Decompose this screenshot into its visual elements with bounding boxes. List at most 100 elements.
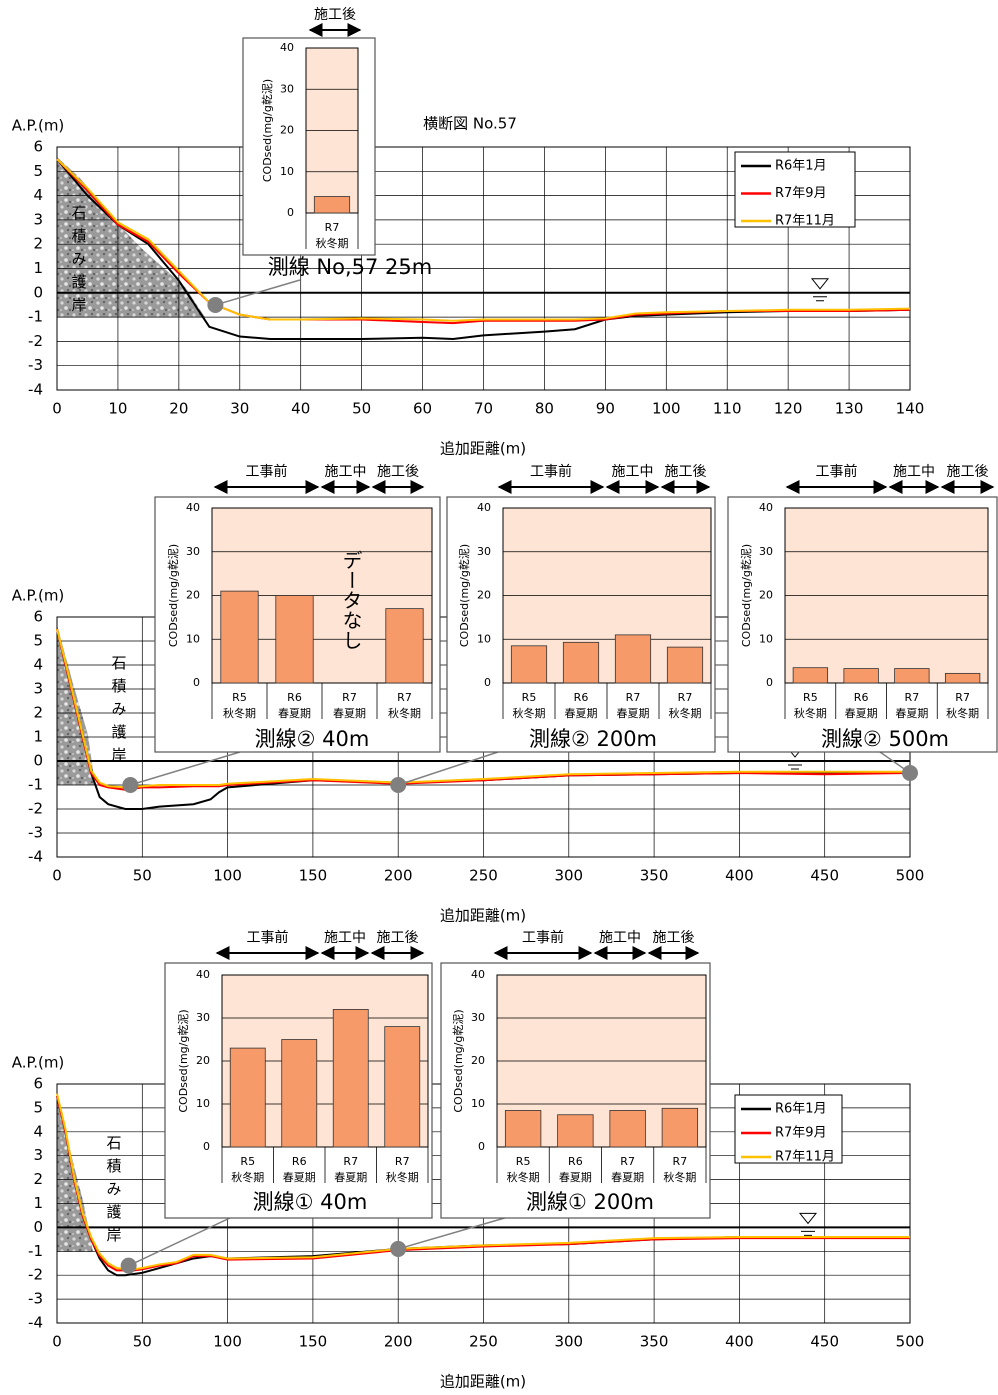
x-tick-label: R5 — [240, 1155, 255, 1168]
inset-caption: 測線② 200m — [529, 727, 657, 751]
series-line — [56, 158, 911, 322]
bar — [944, 672, 981, 684]
legend-box — [734, 151, 856, 228]
bar — [894, 668, 930, 684]
x-axis-label: 追加距離(m) — [440, 907, 526, 925]
x-tick-label: 100 — [213, 867, 242, 885]
x-tick-label: 100 — [213, 1333, 242, 1351]
bar — [229, 1047, 266, 1148]
x-tick-label: R7 — [342, 691, 357, 704]
x-tick-label: 80 — [535, 400, 554, 418]
y-tick-label: 40 — [196, 968, 210, 981]
bar — [661, 1107, 699, 1148]
phase-label: 施工中 — [325, 464, 367, 480]
y-tick-label: 0 — [203, 1140, 210, 1153]
x-tick-label: 秋冬期 — [663, 1170, 696, 1184]
phase-label: 施工中 — [324, 930, 366, 946]
y-axis-label: A.P.(m) — [12, 587, 65, 605]
y-tick-label: 20 — [186, 589, 200, 602]
y-tick-label: 10 — [471, 1097, 485, 1110]
x-axis-label: 追加距離(m) — [440, 440, 526, 458]
inset-caption: 測線① 40m — [253, 1190, 368, 1214]
legend-label: R7年9月 — [775, 1126, 827, 1141]
x-tick-label: R6 — [287, 691, 302, 704]
y-tick-label: 5 — [33, 162, 43, 180]
bar — [275, 595, 314, 684]
leader-line — [128, 1216, 233, 1267]
y-tick-label: 40 — [280, 41, 294, 54]
x-tick-label: 350 — [640, 867, 669, 885]
x-tick-label: 400 — [725, 867, 754, 885]
phase-label: 施工後 — [653, 930, 695, 946]
y-tick-label: -2 — [28, 800, 43, 818]
bar — [504, 1110, 542, 1148]
y-tick-label: 20 — [471, 1054, 485, 1067]
x-tick-label: 250 — [469, 1333, 498, 1351]
x-tick-label: 400 — [725, 1333, 754, 1351]
x-tick-label: 120 — [774, 400, 803, 418]
x-tick-label: 春夏期 — [611, 1171, 644, 1184]
y-tick-label: -2 — [28, 1266, 43, 1284]
x-tick-label: R5 — [232, 691, 247, 704]
x-tick-label: 40 — [291, 400, 310, 418]
station-marker — [207, 296, 224, 313]
legend-label: R7年11月 — [775, 1150, 835, 1165]
y-tick-label: 3 — [33, 1146, 43, 1164]
x-tick-label: 50 — [352, 400, 371, 418]
bar — [385, 608, 424, 684]
y-tick-label: 10 — [280, 165, 294, 178]
y-tick-label: 0 — [33, 1218, 43, 1236]
x-tick-label: 150 — [299, 867, 328, 885]
phase-label: 工事前 — [530, 463, 572, 480]
x-tick-label: 500 — [896, 867, 925, 885]
x-tick-label: 秋冬期 — [231, 1170, 264, 1184]
leaders — [120, 279, 918, 1274]
y-tick-label: 4 — [33, 656, 43, 674]
phase-label: 施工後 — [377, 464, 419, 480]
station-marker — [120, 1257, 137, 1274]
bar — [281, 1039, 318, 1148]
y-tick-label: 4 — [33, 186, 43, 204]
y-axis-label: CODsed(mg/g乾泥) — [177, 1009, 190, 1112]
x-tick-label: 春夏期 — [333, 707, 366, 720]
x-tick-label: R7 — [343, 1155, 358, 1168]
phase-label: 工事前 — [816, 463, 858, 480]
y-tick-label: 30 — [759, 545, 773, 558]
y-axis-label: A.P.(m) — [12, 117, 65, 135]
bar — [332, 1009, 369, 1148]
bar — [510, 645, 548, 684]
y-tick-label: 30 — [186, 545, 200, 558]
chart-title: 横断図 No.57 — [423, 115, 517, 133]
x-tick-label: 秋冬期 — [388, 706, 421, 720]
y-tick-label: 3 — [33, 680, 43, 698]
y-tick-label: 20 — [196, 1054, 210, 1067]
x-tick-label: R7 — [325, 221, 340, 234]
bar — [313, 196, 351, 214]
y-tick-label: -4 — [28, 381, 43, 399]
annotation: データなし — [339, 550, 363, 650]
x-tick-label: 20 — [169, 400, 188, 418]
x-tick-label: 450 — [810, 867, 839, 885]
x-tick-label: 春夏期 — [283, 1171, 316, 1184]
y-tick-label: 0 — [33, 283, 43, 301]
bar — [792, 667, 829, 684]
x-tick-label: R7 — [626, 691, 641, 704]
x-tick-label: 250 — [469, 867, 498, 885]
x-tick-label: 0 — [52, 867, 62, 885]
series-line — [56, 628, 910, 789]
x-tick-label: R6 — [568, 1155, 583, 1168]
inset-caption: 測線② 500m — [821, 727, 949, 751]
x-tick-label: R7 — [905, 691, 920, 704]
y-tick-label: -1 — [28, 308, 43, 326]
y-tick-label: 6 — [33, 1075, 43, 1093]
annotation: 石積み護岸 — [70, 205, 88, 320]
station-marker — [390, 777, 407, 793]
x-tick-label: 100 — [652, 400, 681, 418]
legend-label: R6年1月 — [775, 1102, 827, 1117]
x-tick-label: 300 — [554, 867, 583, 885]
leader-line — [215, 279, 301, 306]
y-tick-label: -1 — [28, 776, 43, 794]
x-tick-label: R5 — [803, 691, 818, 704]
annotation: 石積み護岸 — [110, 655, 128, 770]
x-tick-label: 春夏期 — [895, 707, 928, 720]
